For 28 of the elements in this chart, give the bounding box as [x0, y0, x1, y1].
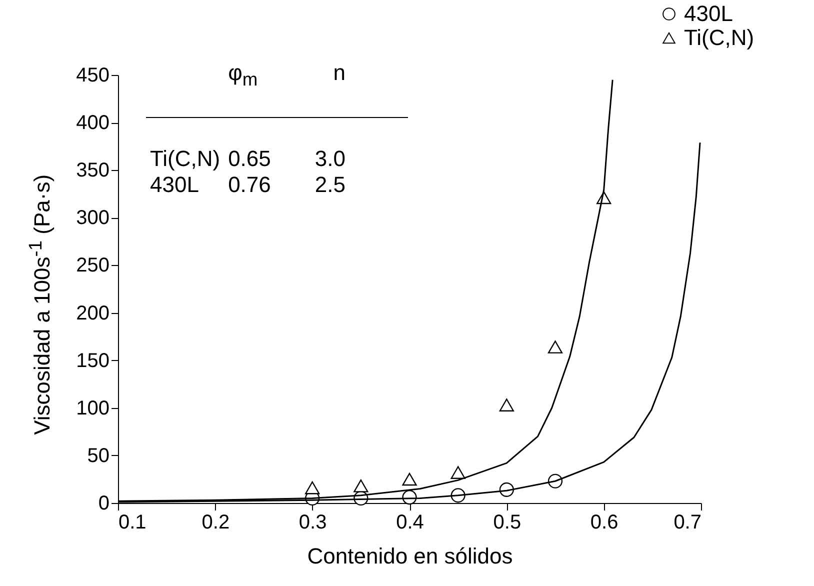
- x-tick-label: 0.5: [493, 512, 522, 534]
- annotation: 3.0: [314, 146, 346, 172]
- annotation: Ti(C,N): [149, 146, 222, 172]
- x-tick-label: 0.3: [298, 512, 327, 534]
- x-tick-label: 0.7: [674, 512, 702, 534]
- legend-label: Ti(C,N): [684, 25, 754, 50]
- y-tick-label: 50: [87, 444, 110, 467]
- y-tick-label: 300: [76, 207, 110, 230]
- y-tick-label: 350: [76, 160, 110, 182]
- y-tick-label: 250: [76, 254, 110, 277]
- x-tick-label: 0.4: [396, 512, 424, 534]
- legend-label: 430L: [684, 1, 733, 26]
- x-tick-label: 0.1: [118, 512, 146, 534]
- annotation: φ$_{m}$: [227, 60, 259, 92]
- y-tick-label: 200: [76, 302, 110, 324]
- x-tick-label: 0.2: [202, 512, 230, 534]
- y-tick-label: 450: [76, 64, 110, 86]
- y-tick-label: 0: [98, 492, 110, 514]
- annotation: n: [332, 60, 346, 87]
- x-tick-label: 0.6: [590, 512, 618, 534]
- annotation: 430L: [149, 172, 200, 198]
- x-axis-title: Contenido en sólidos: [307, 544, 513, 568]
- y-tick-label: 100: [76, 397, 110, 420]
- annotation: 2.5: [314, 172, 346, 198]
- y-tick-label: 150: [76, 350, 110, 372]
- annotation: 0.65: [227, 146, 272, 172]
- y-tick-label: 400: [76, 112, 110, 134]
- annotation: 0.76: [227, 172, 272, 198]
